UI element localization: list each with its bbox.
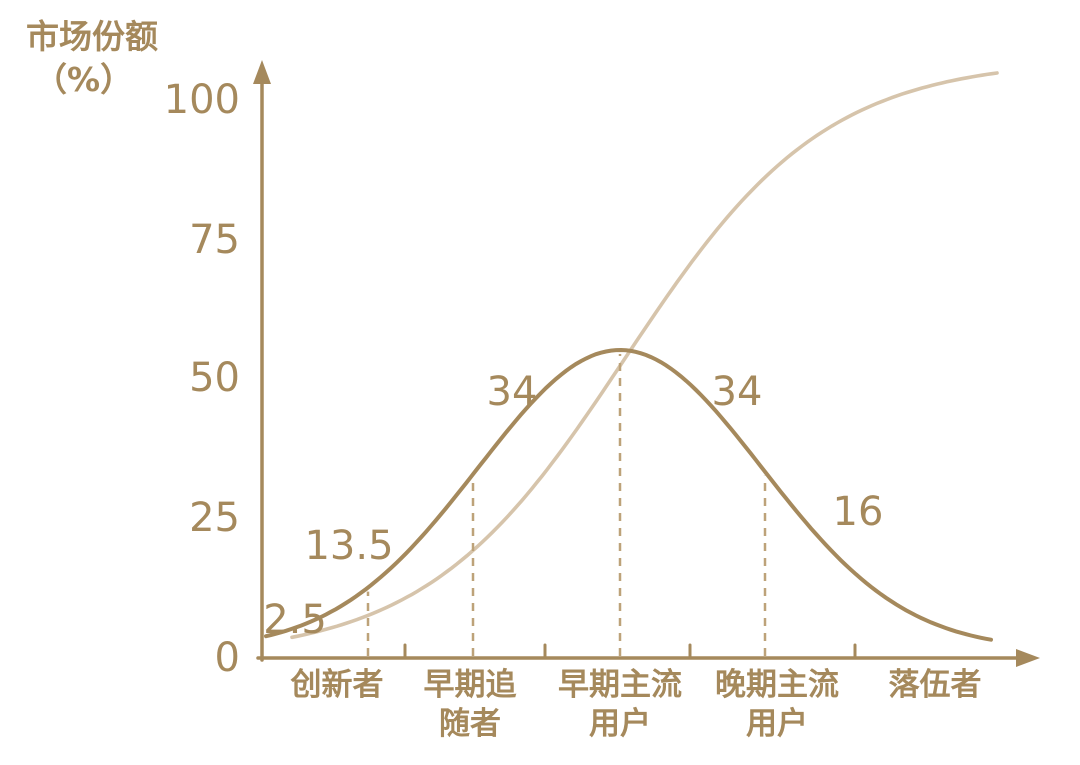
annotation-innovators-share: 2.5 bbox=[263, 597, 327, 643]
x-label-early-majority: 早期主流 用户 bbox=[558, 666, 682, 744]
adoption-bell-curve bbox=[264, 347, 993, 642]
x-label-line: 早期主流 bbox=[558, 667, 682, 703]
cumulative-s-curve bbox=[290, 71, 999, 640]
x-label-line: 随者 bbox=[439, 706, 501, 742]
y-axis-title-line1: 市场份额 bbox=[26, 17, 158, 56]
y-tick-75: 75 bbox=[189, 217, 240, 263]
y-tick-25: 25 bbox=[189, 495, 240, 541]
annotation-early-majority-share: 34 bbox=[486, 369, 538, 415]
x-label-laggards: 落伍者 bbox=[889, 666, 982, 705]
x-label-late-majority: 晚期主流 用户 bbox=[715, 666, 839, 744]
y-tick-50: 50 bbox=[189, 355, 240, 401]
annotation-late-majority-share: 34 bbox=[711, 369, 763, 415]
y-tick-100: 100 bbox=[163, 77, 240, 123]
curves-layer bbox=[264, 71, 999, 656]
x-label-line: 落伍者 bbox=[888, 667, 982, 703]
x-axis-ticks bbox=[403, 643, 857, 660]
x-axis-arrow-icon bbox=[1016, 649, 1040, 667]
y-axis-title-line2: （%） bbox=[34, 59, 134, 99]
x-label-line: 用户 bbox=[589, 706, 651, 742]
x-label-line: 晚期主流 bbox=[715, 667, 839, 703]
annotation-laggards-share: 16 bbox=[832, 489, 884, 535]
x-label-line: 早期追 bbox=[423, 667, 517, 703]
x-label-line: 创新者 bbox=[290, 667, 384, 703]
y-tick-0: 0 bbox=[214, 635, 240, 681]
x-label-line: 用户 bbox=[746, 706, 808, 742]
y-axis-arrow-icon bbox=[253, 60, 271, 84]
x-label-early-adopters: 早期追 随者 bbox=[424, 666, 517, 744]
x-label-innovators: 创新者 bbox=[291, 666, 384, 705]
y-axis-title: 市场份额 （%） bbox=[26, 16, 158, 102]
annotation-early-adopters-share: 13.5 bbox=[304, 523, 394, 569]
